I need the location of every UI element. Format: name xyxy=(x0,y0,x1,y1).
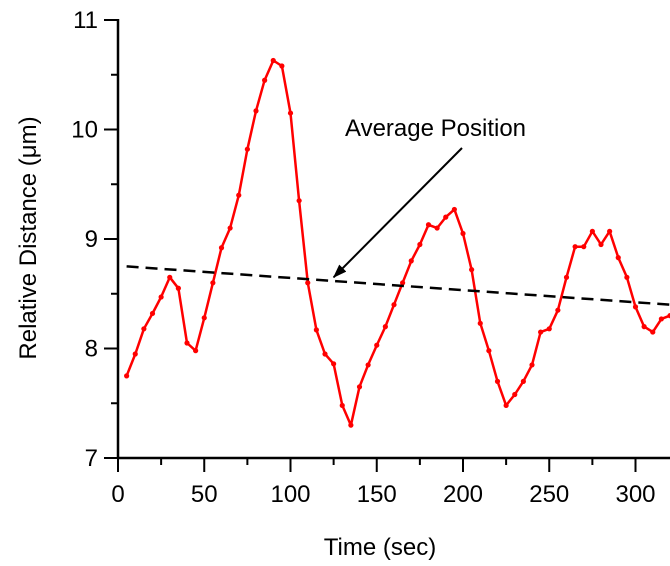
data-point xyxy=(503,402,509,409)
data-point xyxy=(589,228,595,234)
data-point xyxy=(296,198,302,204)
data-point xyxy=(650,329,656,335)
data-point xyxy=(494,378,501,384)
data-point xyxy=(546,326,552,332)
data-point xyxy=(520,378,526,384)
data-point xyxy=(512,391,518,398)
data-point xyxy=(149,310,156,317)
data-point xyxy=(348,422,354,428)
data-point xyxy=(434,225,440,231)
x-tick-label: 300 xyxy=(615,481,655,508)
y-axis-title: Relative Distance (μm) xyxy=(15,116,42,359)
data-point xyxy=(624,274,630,280)
data-point xyxy=(443,214,449,220)
data-point xyxy=(658,316,664,322)
average-position-line xyxy=(126,265,670,306)
data-point xyxy=(218,245,225,251)
y-tick-label: 10 xyxy=(71,117,98,144)
data-point xyxy=(313,327,319,333)
data-point xyxy=(598,241,604,248)
data-point xyxy=(193,348,199,354)
data-point xyxy=(460,230,466,237)
data-point xyxy=(667,313,670,319)
x-tick-label: 150 xyxy=(357,481,397,508)
data-point xyxy=(322,351,328,357)
y-axis-ticks: 7 8 9 10 11 xyxy=(71,7,118,472)
data-point xyxy=(641,324,647,330)
data-point xyxy=(141,326,147,332)
data-point xyxy=(632,304,639,310)
y-tick-label: 8 xyxy=(85,336,98,363)
y-tick-label: 11 xyxy=(73,7,98,34)
data-point xyxy=(425,222,432,228)
data-point xyxy=(486,348,492,354)
annotation-layer: Average Position xyxy=(332,115,526,279)
data-point xyxy=(210,280,216,286)
data-point xyxy=(132,351,138,357)
data-point xyxy=(356,384,363,390)
data-point xyxy=(572,244,578,250)
data-point xyxy=(236,192,242,198)
data-point xyxy=(615,255,621,261)
data-point xyxy=(167,274,173,280)
data-point xyxy=(400,280,406,286)
data-point xyxy=(408,258,414,264)
x-tick-label: 0 xyxy=(111,481,124,508)
x-tick-label: 100 xyxy=(270,481,310,508)
data-point xyxy=(253,108,259,114)
data-point xyxy=(469,267,475,273)
data-point xyxy=(374,342,380,348)
data-point xyxy=(175,285,181,291)
x-tick-label: 250 xyxy=(529,481,569,508)
y-tick-label: 9 xyxy=(85,226,98,253)
y-tick-label: 7 xyxy=(85,445,98,472)
x-axis-ticks: 0 50 100 150 200 250 300 xyxy=(111,458,656,508)
data-point xyxy=(391,302,397,308)
data-point xyxy=(555,307,561,313)
data-point xyxy=(477,320,483,326)
data-point xyxy=(227,225,233,231)
data-point xyxy=(529,362,535,368)
data-point xyxy=(287,110,294,116)
data-point xyxy=(184,340,190,346)
data-point xyxy=(279,63,285,69)
data-point xyxy=(417,241,423,248)
data-point xyxy=(124,373,130,379)
x-axis-title: Time (sec) xyxy=(324,534,436,561)
x-tick-label: 50 xyxy=(191,481,218,508)
data-point xyxy=(382,324,388,330)
data-point xyxy=(244,146,250,152)
data-point xyxy=(581,244,587,250)
data-point xyxy=(538,329,544,335)
data-point xyxy=(270,57,276,64)
annotation-label: Average Position xyxy=(345,115,526,142)
data-point xyxy=(339,402,345,409)
data-point xyxy=(305,280,311,286)
data-point xyxy=(607,228,613,234)
data-point xyxy=(365,362,371,368)
annotation-arrow xyxy=(332,147,463,279)
distance-series-line xyxy=(125,59,670,427)
data-point xyxy=(262,77,268,83)
data-point xyxy=(451,206,457,213)
data-point xyxy=(331,361,337,367)
series-layer xyxy=(124,57,670,428)
data-point xyxy=(201,315,207,321)
data-point xyxy=(563,274,570,280)
data-point xyxy=(158,294,164,300)
x-tick-label: 200 xyxy=(443,481,483,508)
